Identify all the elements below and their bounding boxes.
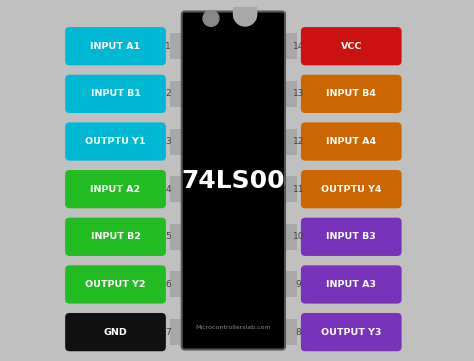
- Text: 3: 3: [165, 137, 171, 146]
- FancyBboxPatch shape: [301, 265, 401, 304]
- Text: GND: GND: [104, 328, 128, 336]
- Bar: [170, 224, 185, 250]
- Text: 6: 6: [165, 280, 171, 289]
- FancyBboxPatch shape: [301, 122, 401, 161]
- Text: 7: 7: [165, 328, 171, 336]
- Text: INPUT B1: INPUT B1: [91, 90, 140, 98]
- Bar: [282, 224, 297, 250]
- Bar: [282, 129, 297, 155]
- Text: 12: 12: [293, 137, 304, 146]
- Text: OUTPUT Y2: OUTPUT Y2: [85, 280, 146, 289]
- Bar: [170, 129, 185, 155]
- Text: INPUT B2: INPUT B2: [91, 232, 140, 241]
- Bar: [170, 319, 185, 345]
- FancyBboxPatch shape: [301, 218, 401, 256]
- Text: 74LS00: 74LS00: [182, 169, 285, 192]
- Bar: [282, 176, 297, 202]
- Circle shape: [203, 10, 219, 26]
- Bar: [170, 176, 185, 202]
- Text: INPUT A3: INPUT A3: [326, 280, 376, 289]
- FancyBboxPatch shape: [301, 313, 401, 351]
- Text: INPUT A4: INPUT A4: [326, 137, 376, 146]
- Text: 1: 1: [165, 42, 171, 51]
- FancyBboxPatch shape: [65, 27, 166, 65]
- Text: 14: 14: [293, 42, 304, 51]
- FancyBboxPatch shape: [65, 313, 166, 351]
- Text: INPUT B3: INPUT B3: [327, 232, 376, 241]
- Text: 8: 8: [296, 328, 301, 336]
- Bar: [282, 271, 297, 297]
- Text: OUTPUT Y3: OUTPUT Y3: [321, 328, 382, 336]
- Text: VCC: VCC: [340, 42, 362, 51]
- Text: 4: 4: [165, 185, 171, 193]
- Bar: [282, 33, 297, 59]
- Text: INPUT B4: INPUT B4: [326, 90, 376, 98]
- FancyBboxPatch shape: [65, 265, 166, 304]
- Text: 5: 5: [165, 232, 171, 241]
- Text: Microcontrollerslab.com: Microcontrollerslab.com: [196, 325, 271, 330]
- Bar: [282, 319, 297, 345]
- FancyBboxPatch shape: [65, 122, 166, 161]
- Text: 13: 13: [293, 90, 304, 98]
- FancyBboxPatch shape: [182, 12, 285, 349]
- FancyBboxPatch shape: [65, 75, 166, 113]
- Text: 9: 9: [296, 280, 301, 289]
- Bar: [282, 81, 297, 107]
- Text: INPUT A1: INPUT A1: [91, 42, 141, 51]
- Polygon shape: [234, 8, 256, 26]
- Bar: [170, 33, 185, 59]
- FancyBboxPatch shape: [65, 218, 166, 256]
- Bar: [170, 271, 185, 297]
- Text: 10: 10: [293, 232, 304, 241]
- Bar: [170, 81, 185, 107]
- Text: 2: 2: [165, 90, 171, 98]
- FancyBboxPatch shape: [301, 170, 401, 208]
- Text: INPUT A2: INPUT A2: [91, 185, 141, 193]
- Text: 11: 11: [293, 185, 304, 193]
- FancyBboxPatch shape: [65, 170, 166, 208]
- Text: OUTPTU Y4: OUTPTU Y4: [321, 185, 382, 193]
- Text: OUTPTU Y1: OUTPTU Y1: [85, 137, 146, 146]
- FancyBboxPatch shape: [301, 27, 401, 65]
- FancyBboxPatch shape: [301, 75, 401, 113]
